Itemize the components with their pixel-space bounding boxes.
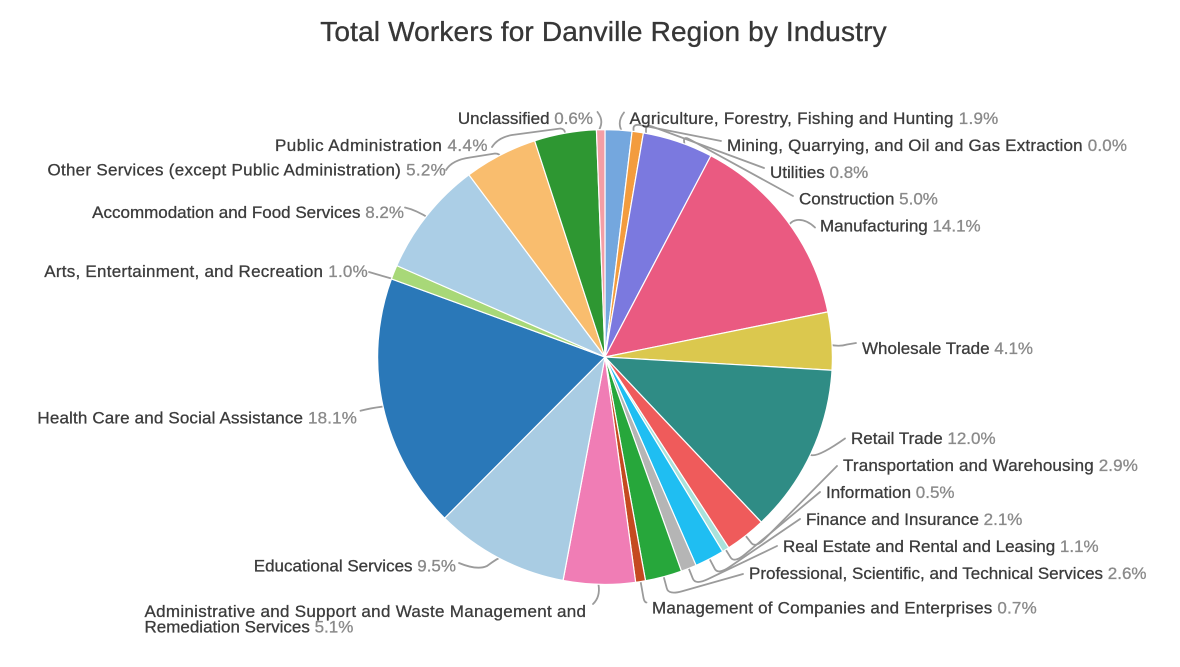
svg-text:Wholesale Trade 4.1%: Wholesale Trade 4.1% <box>862 339 1033 358</box>
svg-text:Mining, Quarrying, and Oil and: Mining, Quarrying, and Oil and Gas Extra… <box>727 136 1127 155</box>
svg-text:Manufacturing 14.1%: Manufacturing 14.1% <box>820 217 981 236</box>
svg-text:Information 0.5%: Information 0.5% <box>826 483 955 502</box>
svg-text:Administrative and Support and: Administrative and Support and Waste Man… <box>145 602 587 621</box>
svg-text:Transportation and Warehousing: Transportation and Warehousing 2.9% <box>843 456 1138 475</box>
svg-text:Educational Services 9.5%: Educational Services 9.5% <box>254 557 456 576</box>
svg-text:Public Administration 4.4%: Public Administration 4.4% <box>275 136 488 155</box>
svg-text:Professional, Scientific, and: Professional, Scientific, and Technical … <box>749 564 1147 583</box>
svg-text:Health Care and Social Assista: Health Care and Social Assistance 18.1% <box>37 409 357 428</box>
svg-text:Total Workers for Danville Reg: Total Workers for Danville Region by Ind… <box>320 16 886 47</box>
svg-text:Other Services (except Public: Other Services (except Public Administra… <box>47 161 446 180</box>
svg-text:Agriculture, Forestry, Fishing: Agriculture, Forestry, Fishing and Hunti… <box>630 109 999 128</box>
svg-text:Construction 5.0%: Construction 5.0% <box>799 190 938 209</box>
svg-text:Unclassified 0.6%: Unclassified 0.6% <box>458 109 593 128</box>
svg-text:Retail Trade 12.0%: Retail Trade 12.0% <box>851 429 996 448</box>
svg-text:Real Estate and Rental and Lea: Real Estate and Rental and Leasing 1.1% <box>783 537 1099 556</box>
svg-text:Remediation Services 5.1%: Remediation Services 5.1% <box>145 618 354 637</box>
svg-text:Finance and Insurance 2.1%: Finance and Insurance 2.1% <box>806 510 1022 529</box>
svg-text:Management of Companies and En: Management of Companies and Enterprises … <box>652 599 1037 618</box>
svg-text:Arts, Entertainment, and Recre: Arts, Entertainment, and Recreation 1.0% <box>44 262 368 281</box>
svg-text:Utilities 0.8%: Utilities 0.8% <box>770 163 868 182</box>
svg-text:Accommodation and Food Service: Accommodation and Food Services 8.2% <box>92 203 404 222</box>
